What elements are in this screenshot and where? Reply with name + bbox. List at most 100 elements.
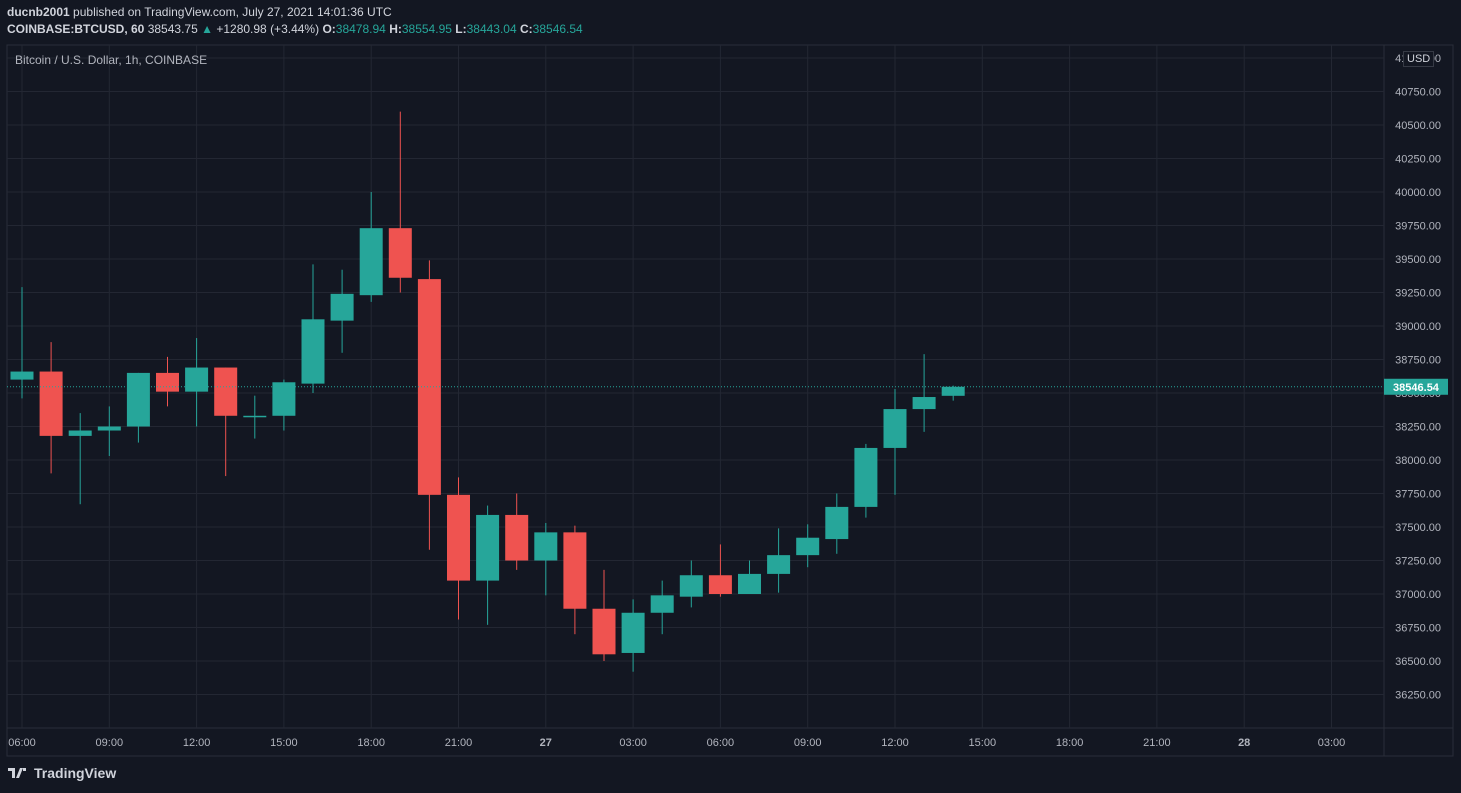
candle-body — [505, 514, 529, 561]
candle-body — [825, 506, 849, 540]
x-tick-label: 03:00 — [1318, 737, 1346, 749]
y-tick-label: 39250.00 — [1395, 288, 1441, 300]
publish-info: ducnb2001 published on TradingView.com, … — [7, 5, 392, 19]
series-title: Bitcoin / U.S. Dollar, 1h, COINBASE — [15, 53, 208, 67]
y-tick-label: 40000.00 — [1395, 187, 1441, 199]
candle-body — [796, 537, 820, 556]
candle — [185, 338, 209, 427]
candle-body — [301, 319, 325, 384]
candle-body — [738, 573, 761, 594]
candle-body — [39, 371, 63, 436]
candle-body — [912, 397, 936, 410]
candle — [272, 379, 296, 431]
high-label: H: — [389, 22, 402, 36]
x-tick-label: 15:00 — [969, 737, 997, 749]
x-tick-label: 12:00 — [183, 737, 211, 749]
candle — [563, 525, 587, 635]
candle — [941, 385, 965, 401]
candle-body — [417, 279, 441, 495]
last-price-line: 38546.54 — [7, 378, 1448, 395]
x-tick-label: 27 — [540, 737, 552, 749]
candle-body — [243, 415, 267, 418]
candle — [796, 524, 820, 568]
candle — [39, 342, 63, 474]
candle-body — [214, 367, 238, 416]
candle-body — [10, 371, 34, 380]
last-price-tag — [1384, 378, 1448, 395]
x-tick-label: 06:00 — [707, 737, 735, 749]
candle — [301, 264, 325, 393]
close-value: 38546.54 — [532, 22, 583, 36]
tradingview-logo[interactable]: TradingView — [8, 765, 116, 781]
candle-body — [126, 372, 150, 427]
x-tick-label: 03:00 — [619, 737, 647, 749]
candle-body — [68, 430, 92, 436]
price-axis: 36250.00 36500.00 36750.00 37000.00 37250.00… — [1395, 53, 1441, 702]
candle — [126, 372, 150, 443]
candle — [476, 505, 500, 625]
candle-body — [156, 372, 179, 392]
candle — [854, 443, 878, 518]
candle — [68, 413, 92, 505]
y-tick-label: 39750.00 — [1395, 221, 1441, 233]
y-tick-label: 38750.00 — [1395, 355, 1441, 367]
candle — [912, 354, 936, 432]
candle-body — [272, 382, 296, 416]
candle-body — [621, 612, 645, 653]
candle-body — [476, 514, 500, 581]
chart-frame — [6, 44, 1454, 757]
candle — [738, 560, 761, 594]
brand-name: TradingView — [34, 765, 117, 781]
open-value: 38478.94 — [335, 22, 386, 36]
candle-body — [563, 532, 587, 609]
candle-body — [447, 494, 470, 581]
candle — [447, 477, 470, 620]
candle — [883, 388, 907, 495]
time-axis: 06:00 09:00 12:00 15:00 18:00 21:00 27 03:00 06:… — [8, 737, 1345, 749]
candle — [679, 560, 703, 608]
candle — [505, 493, 529, 570]
y-tick-label: 39500.00 — [1395, 254, 1441, 266]
candle-body — [330, 293, 354, 321]
y-tick-label: 40250.00 — [1395, 154, 1441, 166]
candle — [156, 356, 179, 407]
candle — [243, 395, 267, 439]
candle-body — [185, 367, 209, 392]
candle-body — [97, 426, 121, 431]
y-tick-label: 37250.00 — [1395, 556, 1441, 568]
candle — [417, 260, 441, 550]
candle-body — [854, 447, 878, 507]
low-value: 38443.04 — [466, 22, 517, 36]
y-tick-label: 36500.00 — [1395, 656, 1441, 668]
candle-body — [883, 409, 907, 448]
candle — [825, 493, 849, 554]
y-tick-label: 40750.00 — [1395, 87, 1441, 99]
candle-body — [359, 228, 383, 296]
tradingview-logo-icon — [8, 768, 26, 778]
candle — [97, 406, 121, 456]
candle — [359, 192, 383, 302]
candle — [621, 599, 645, 672]
x-tick-label: 18:00 — [1056, 737, 1084, 749]
y-tick-label: 40500.00 — [1395, 120, 1441, 132]
candle-body — [534, 532, 558, 561]
candles — [10, 111, 965, 672]
price-change: +1280.98 (+3.44%) — [216, 22, 320, 36]
candle — [767, 528, 791, 593]
x-tick-label: 28 — [1238, 737, 1250, 749]
candle — [214, 367, 238, 477]
y-tick-label: 37750.00 — [1395, 489, 1441, 501]
y-tick-label: 38000.00 — [1395, 455, 1441, 467]
y-tick-label: 38250.00 — [1395, 422, 1441, 434]
close-label: C: — [520, 22, 533, 36]
y-tick-label: 39000.00 — [1395, 321, 1441, 333]
candle — [388, 111, 412, 293]
author-name[interactable]: ducnb2001 — [7, 5, 70, 19]
y-tick-label: 37500.00 — [1395, 522, 1441, 534]
currency-label[interactable]: USD — [1403, 51, 1435, 67]
high-value: 38554.95 — [401, 22, 452, 36]
candle — [330, 269, 354, 353]
y-tick-label: 36750.00 — [1395, 623, 1441, 635]
publish-text: published on TradingView.com, July 27, 2… — [73, 5, 392, 19]
